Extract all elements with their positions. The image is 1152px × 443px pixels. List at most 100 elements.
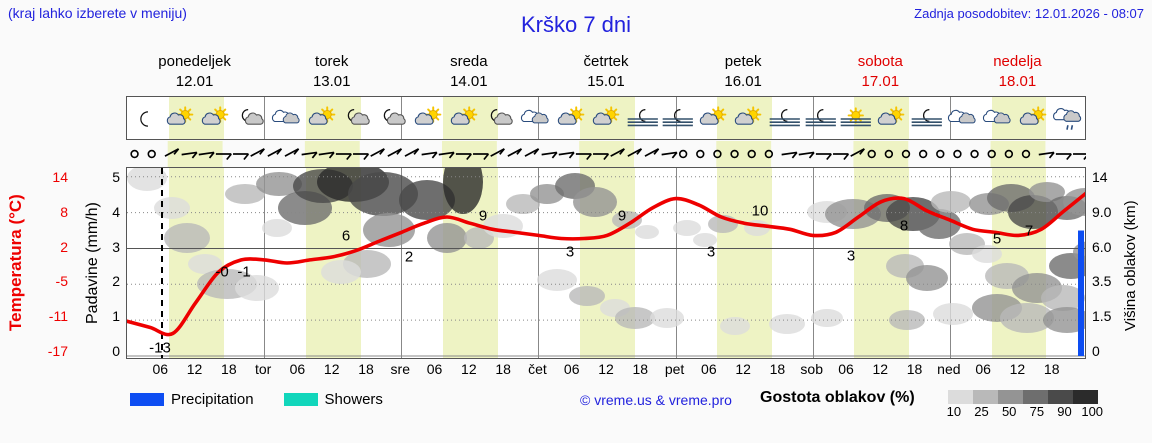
- x-tick-label: tor: [254, 361, 272, 377]
- cloud-sun-icon: [163, 98, 199, 139]
- clouds-icon: [518, 98, 554, 139]
- temperature-value-label: 9: [478, 207, 488, 225]
- temperature-value-label: 9: [617, 207, 627, 225]
- x-tick-label: 12: [735, 361, 751, 377]
- temperature-tick: 8: [60, 203, 68, 220]
- showers-legend-label: Showers: [324, 390, 383, 408]
- moon-fog-icon: [625, 98, 661, 139]
- day-divider: [675, 168, 677, 358]
- x-tick-label: 06: [289, 361, 306, 377]
- temperature-value-label: -1: [237, 263, 251, 281]
- precipitation-axis-title: Padavine (mm/h): [84, 202, 101, 324]
- temperature-value-label: 7: [1024, 222, 1034, 240]
- day-divider: [812, 97, 814, 139]
- x-tick-label: pet: [664, 361, 685, 377]
- temperature-axis-title: Temperatura (°C): [6, 194, 25, 331]
- cloud-density-scale: [948, 390, 1098, 404]
- cloud-density-step: [973, 390, 998, 404]
- weather-icon-row: [126, 96, 1086, 140]
- wind-barbs: [130, 141, 1086, 167]
- temperature-value-label: 5: [992, 230, 1002, 248]
- day-divider: [949, 168, 951, 358]
- temperature-value-label: 8: [899, 217, 909, 235]
- x-tick-label: 06: [838, 361, 854, 377]
- cloud-density-step-label: 10: [946, 404, 962, 419]
- day-date: 14.01: [450, 73, 488, 90]
- cloud-density-step: [1023, 390, 1048, 404]
- x-tick-label: 18: [1043, 361, 1060, 377]
- day-divider: [812, 168, 814, 358]
- day-header-nedelja: nedelja 18.01: [949, 52, 1086, 94]
- cloud-height-axis-title: Višina oblakov (km): [1122, 200, 1139, 331]
- precipitation-legend-label: Precipitation: [171, 390, 254, 408]
- cloud-sun-icon: [198, 98, 234, 139]
- day-name: sreda: [450, 53, 488, 70]
- last-update-label: Zadnja posodobitev: 12.01.2026 - 08:07: [914, 6, 1144, 21]
- x-tick-label: 12: [461, 361, 477, 377]
- temperature-value-label: 3: [565, 243, 575, 261]
- cloud-sun-icon: [1016, 98, 1052, 139]
- moon-cloud-icon: [376, 98, 412, 139]
- day-date: 18.01: [998, 73, 1037, 90]
- x-tick-label: 12: [1009, 361, 1026, 377]
- x-tick-label: 12: [186, 361, 203, 377]
- day-name: petek: [724, 53, 762, 70]
- temperature-tick: -17: [47, 343, 68, 359]
- moon-cloud-icon: [340, 98, 376, 139]
- temperature-curve: [127, 191, 1085, 337]
- credit-link[interactable]: © vreme.us & vreme.pro: [580, 392, 732, 408]
- moon-cloud-icon: [234, 98, 270, 139]
- cloud-height-tick: 9.0: [1092, 203, 1112, 220]
- day-header-ponedeljek: ponedeljek 12.01: [126, 52, 263, 94]
- legend-item-showers: Showers: [283, 390, 383, 408]
- x-tick-label: 06: [701, 361, 717, 377]
- day-name: torek: [315, 53, 349, 70]
- x-tick-label: 06: [426, 361, 443, 377]
- day-name: nedelja: [993, 53, 1042, 70]
- precipitation-tick: 3: [112, 238, 120, 255]
- day-divider: [264, 168, 266, 358]
- cloud-density-step: [998, 390, 1023, 404]
- x-tick-label: 18: [769, 361, 786, 377]
- temperature-value-label: 10: [751, 202, 769, 220]
- wind-barb-row: [126, 141, 1086, 167]
- cloud-density-step-label: 50: [1001, 404, 1017, 419]
- precipitation-legend: Precipitation Showers: [130, 388, 405, 410]
- temperature-value-label: -0: [215, 263, 229, 281]
- x-tick-label: 06: [152, 361, 169, 377]
- day-date: 12.01: [175, 73, 214, 90]
- day-name: ponedeljek: [158, 53, 231, 70]
- x-tick-label: 12: [598, 361, 614, 377]
- day-date: 13.01: [312, 73, 351, 90]
- cloud-density-step-label: 75: [1029, 404, 1045, 419]
- precipitation-bars: [1078, 230, 1084, 356]
- legend-item-precipitation: Precipitation: [130, 391, 254, 408]
- day-name: četrtek: [583, 53, 629, 70]
- cloud-sun-icon: [554, 98, 590, 139]
- clouds-icon: [980, 98, 1016, 139]
- clouds-drizzle-icon: [1051, 98, 1085, 139]
- temperature-tick: -11: [48, 308, 68, 325]
- temperature-tick: 2: [60, 238, 68, 255]
- temperature-value-label: -13: [149, 339, 171, 357]
- cloud-sun-icon: [874, 98, 910, 139]
- precipitation-tick: 4: [112, 203, 120, 220]
- x-tick-label: čet: [528, 361, 547, 377]
- x-tick-label: 18: [495, 361, 511, 377]
- day-date: 17.01: [861, 73, 900, 90]
- x-tick-label: 12: [323, 361, 340, 377]
- x-tick-label: 06: [975, 361, 991, 377]
- cloud-sun-icon: [411, 98, 447, 139]
- day-header-sobota: sobota 17.01: [812, 52, 949, 94]
- clouds-icon: [269, 98, 305, 139]
- moon-fog-icon: [660, 98, 696, 139]
- cloud-height-tick: 14: [1092, 169, 1108, 185]
- clouds-icon: [945, 98, 981, 139]
- cloud-sun-icon: [731, 98, 767, 139]
- page-title: Krško 7 dni: [520, 12, 632, 37]
- x-tick-label: 18: [221, 361, 237, 377]
- cloud-sun-icon: [696, 98, 732, 139]
- moon-fog-icon: [767, 98, 803, 139]
- precipitation-swatch: [130, 392, 164, 406]
- day-header-petek: petek 16.01: [675, 52, 812, 94]
